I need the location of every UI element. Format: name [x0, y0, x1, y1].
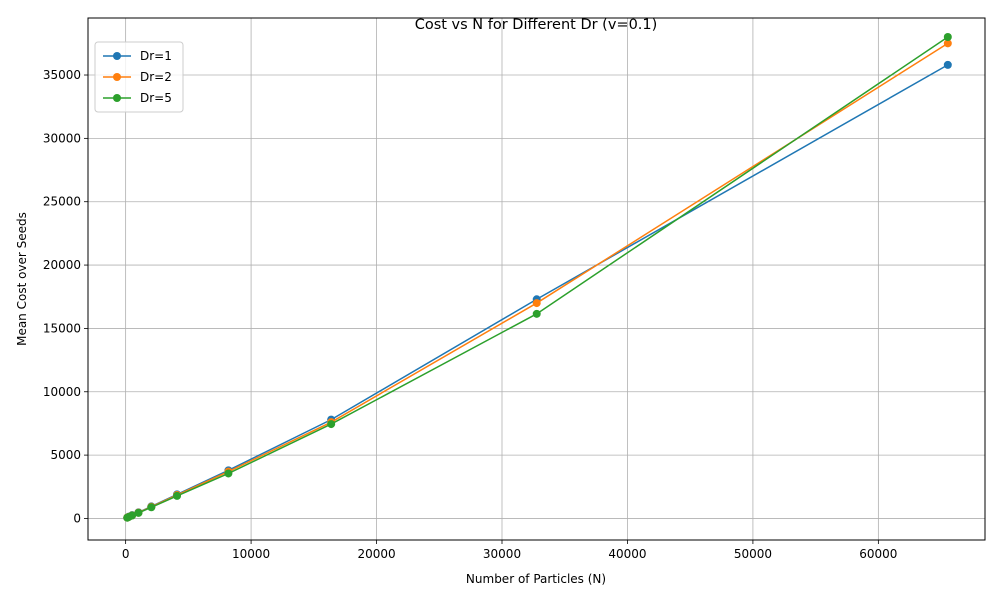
x-tick-label: 30000 — [483, 547, 521, 561]
legend-marker — [113, 94, 121, 102]
x-tick-label: 20000 — [357, 547, 395, 561]
y-tick-label: 5000 — [50, 448, 81, 462]
data-point — [943, 60, 952, 69]
data-point — [173, 491, 182, 500]
data-point — [943, 39, 952, 48]
x-tick-label: 60000 — [859, 547, 897, 561]
legend-marker — [113, 52, 121, 60]
plot-frame — [87, 17, 986, 541]
series-dr-5 — [123, 33, 952, 522]
x-tick-label: 40000 — [608, 547, 646, 561]
y-tick-label: 10000 — [43, 385, 81, 399]
y-tick-label: 25000 — [43, 195, 81, 209]
x-tick-label: 50000 — [734, 547, 772, 561]
y-tick-label: 15000 — [43, 321, 81, 335]
series-group — [123, 33, 952, 522]
chart-title: Cost vs N for Different Dr (v=0.1) — [415, 17, 658, 33]
y-axis-title: Mean Cost over Seeds — [15, 212, 29, 346]
grid — [88, 18, 985, 540]
y-tick-label: 35000 — [43, 68, 81, 82]
plot-area — [88, 18, 985, 540]
data-point — [943, 33, 952, 42]
legend: Dr=1 Dr=2 Dr=5 — [94, 41, 184, 113]
x-tick-label: 10000 — [232, 547, 270, 561]
data-point — [532, 309, 541, 318]
data-point — [147, 503, 156, 512]
x-axis-title: Number of Particles (N) — [466, 572, 606, 586]
x-tick-label: 0 — [122, 547, 130, 561]
data-point — [128, 511, 137, 520]
legend-marker — [113, 73, 121, 81]
data-point — [327, 420, 336, 429]
data-point — [224, 469, 233, 478]
legend-label: Dr=2 — [140, 70, 172, 84]
x-axis-ticks: 0 10000 20000 30000 40000 50000 60000 — [122, 540, 897, 561]
y-tick-label: 20000 — [43, 258, 81, 272]
legend-label: Dr=1 — [140, 49, 172, 63]
data-point — [532, 299, 541, 308]
y-tick-label: 30000 — [43, 131, 81, 145]
y-tick-label: 0 — [73, 511, 81, 525]
legend-label: Dr=5 — [140, 91, 172, 105]
y-axis-ticks: 0 5000 10000 15000 20000 25000 30000 35000 — [43, 68, 88, 525]
data-point — [134, 508, 143, 517]
